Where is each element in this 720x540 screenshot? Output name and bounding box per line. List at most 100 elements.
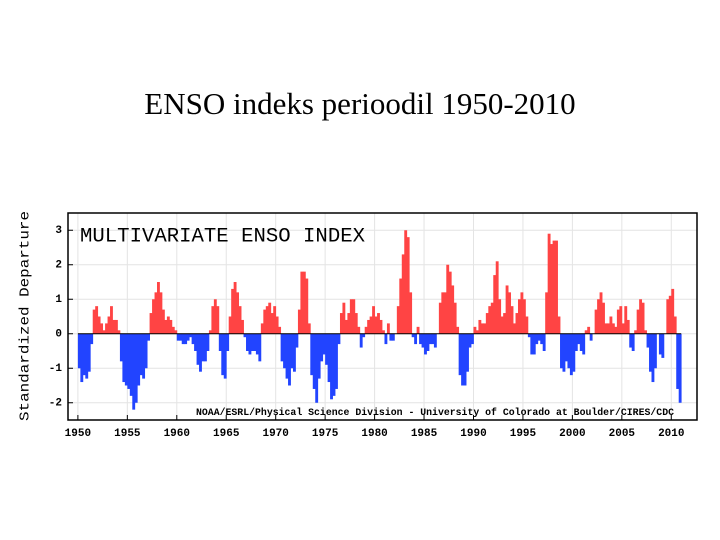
y-tick-label: -2 [49, 398, 62, 410]
bar [273, 306, 277, 334]
bar [132, 333, 136, 410]
bar [673, 316, 677, 334]
bar [505, 285, 509, 334]
bar [246, 333, 249, 351]
bar [189, 333, 193, 338]
bar [253, 333, 257, 351]
bar [196, 333, 200, 365]
bar [77, 333, 81, 369]
x-tick-label: 1955 [114, 428, 141, 440]
bar [384, 333, 388, 345]
bar [300, 271, 304, 334]
bar [498, 299, 502, 334]
bar [241, 319, 244, 334]
chart-title: MULTIVARIATE ENSO INDEX [80, 225, 365, 248]
bar [226, 333, 230, 351]
plot-area [68, 213, 697, 420]
bar [478, 319, 482, 334]
bar [127, 333, 131, 389]
bar [520, 292, 524, 334]
bar [330, 333, 333, 400]
bar [629, 333, 633, 348]
bar [283, 333, 286, 369]
bar [517, 299, 521, 334]
bar [280, 333, 284, 362]
bar [260, 323, 264, 334]
bar [433, 333, 437, 348]
bar [367, 319, 371, 334]
bar [458, 333, 462, 376]
bar [248, 333, 252, 355]
bar [302, 271, 306, 334]
bar [142, 333, 146, 379]
bar [428, 333, 432, 345]
bar [186, 333, 190, 341]
x-tick-label: 2010 [658, 428, 684, 440]
bar [243, 333, 247, 338]
bar [102, 330, 106, 334]
bar [448, 271, 452, 334]
bar [97, 316, 101, 334]
bar [327, 333, 331, 383]
bar [231, 288, 235, 334]
bar [268, 302, 272, 334]
bar [636, 309, 640, 334]
bar [552, 240, 556, 334]
bar [424, 333, 427, 355]
bar [582, 333, 586, 355]
bar [213, 299, 217, 334]
bar [602, 302, 605, 334]
bar [349, 299, 353, 334]
bar [362, 333, 366, 338]
bar [258, 333, 262, 362]
bar [285, 333, 289, 379]
bar [315, 333, 319, 403]
bar [579, 333, 583, 351]
bar [530, 333, 534, 355]
bar [471, 333, 474, 345]
bar [154, 292, 158, 334]
bar [562, 333, 566, 372]
x-tick-label: 1970 [262, 428, 288, 440]
bar [419, 333, 422, 345]
bar [409, 292, 413, 334]
y-tick-label: 1 [55, 294, 62, 306]
bar [297, 309, 301, 334]
bar [144, 333, 148, 369]
bar [317, 333, 321, 379]
annotation: NOAA/ESRL/Physical Science Division - Un… [196, 407, 675, 419]
bar [372, 306, 375, 334]
bar [263, 309, 267, 334]
bar [112, 319, 116, 334]
bar [270, 313, 274, 334]
bar [515, 313, 519, 334]
bar [201, 333, 205, 362]
bar [634, 330, 638, 334]
bar [537, 333, 541, 341]
bar [292, 333, 296, 372]
x-tick-label: 1960 [164, 428, 190, 440]
bar [671, 288, 675, 334]
bar [174, 330, 178, 334]
bar [508, 292, 511, 334]
bar [540, 333, 544, 345]
bar [396, 306, 400, 334]
bar [176, 333, 180, 341]
bar [666, 299, 670, 334]
bar [107, 316, 111, 334]
bar [159, 292, 163, 334]
bar [446, 264, 450, 334]
bar [557, 316, 561, 334]
bar [216, 306, 220, 334]
bar [639, 299, 643, 334]
bar [426, 333, 430, 351]
y-axis-label: Standardized Departure [18, 211, 34, 421]
bar [238, 306, 242, 334]
bar [218, 333, 222, 351]
x-tick-label: 2000 [559, 428, 585, 440]
bar [569, 333, 573, 376]
x-tick-label: 1965 [213, 428, 240, 440]
bar [468, 333, 472, 348]
bar [233, 282, 237, 334]
bar [90, 333, 94, 345]
